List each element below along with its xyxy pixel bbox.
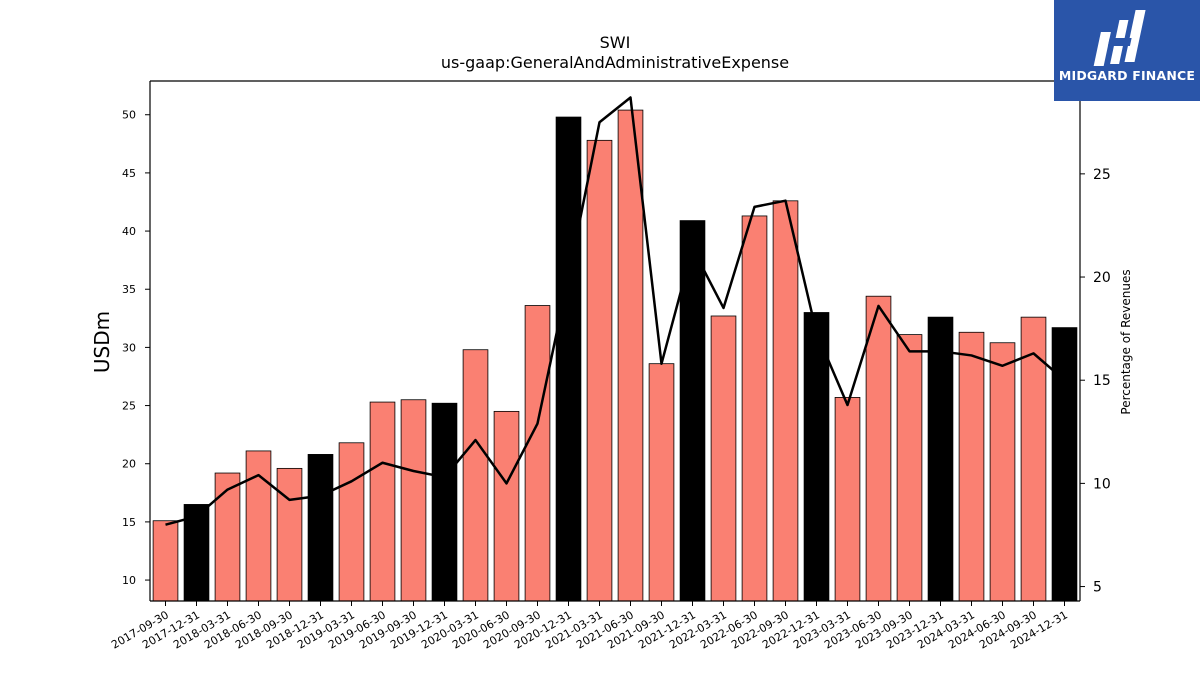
bar <box>834 397 861 602</box>
y-tick-label: 25 <box>122 400 136 413</box>
bar <box>710 315 737 602</box>
bar <box>400 399 427 602</box>
logo-text: MIDGARD FINANCE <box>1058 68 1196 83</box>
bar <box>803 312 830 602</box>
bar <box>245 450 272 602</box>
bar <box>524 305 551 602</box>
y2-tick-label: 20 <box>1093 270 1111 286</box>
midgard-logo-icon <box>1093 10 1146 66</box>
bar <box>896 334 923 602</box>
bar <box>276 467 303 602</box>
plot-area: 1015202530354045505101520252017-09-30201… <box>109 80 1111 652</box>
bar <box>338 442 365 602</box>
bar <box>927 316 954 602</box>
y-tick-label: 45 <box>122 167 136 180</box>
bar <box>586 139 613 602</box>
y2-axis-label: Percentage of Revenues <box>1119 269 1133 414</box>
bar <box>741 215 768 602</box>
bar <box>679 220 706 602</box>
bar <box>307 454 334 602</box>
bar <box>1020 316 1047 602</box>
bar <box>369 401 396 602</box>
bar <box>1051 327 1078 602</box>
bar <box>865 295 892 602</box>
bar <box>431 402 458 602</box>
bar <box>214 472 241 602</box>
brand-logo: MIDGARD FINANCE <box>1054 0 1200 101</box>
y-axis-label: USDm <box>90 311 114 373</box>
y-tick-label: 15 <box>122 516 136 529</box>
chart-title: SWI <box>600 33 631 52</box>
y-tick-label: 40 <box>122 225 136 238</box>
bar <box>617 109 644 602</box>
y2-tick-label: 5 <box>1093 580 1102 596</box>
bar <box>152 520 179 602</box>
y-tick-label: 35 <box>122 283 136 296</box>
y2-tick-label: 15 <box>1093 373 1111 389</box>
y-tick-label: 10 <box>122 574 136 587</box>
bar <box>989 342 1016 602</box>
revenue-percentage-line <box>165 96 1066 526</box>
bar <box>772 200 799 602</box>
chart-subtitle: us-gaap:GeneralAndAdministrativeExpense <box>441 53 789 72</box>
y-tick-label: 30 <box>122 341 136 354</box>
y-tick-label: 20 <box>122 458 136 471</box>
y2-tick-label: 25 <box>1093 167 1111 183</box>
bar <box>493 410 520 602</box>
y2-tick-label: 10 <box>1093 476 1111 492</box>
bar <box>555 116 582 602</box>
bar <box>183 504 210 602</box>
bar <box>648 363 675 602</box>
bar <box>462 349 489 602</box>
y-tick-label: 50 <box>122 109 136 122</box>
bar <box>958 331 985 602</box>
